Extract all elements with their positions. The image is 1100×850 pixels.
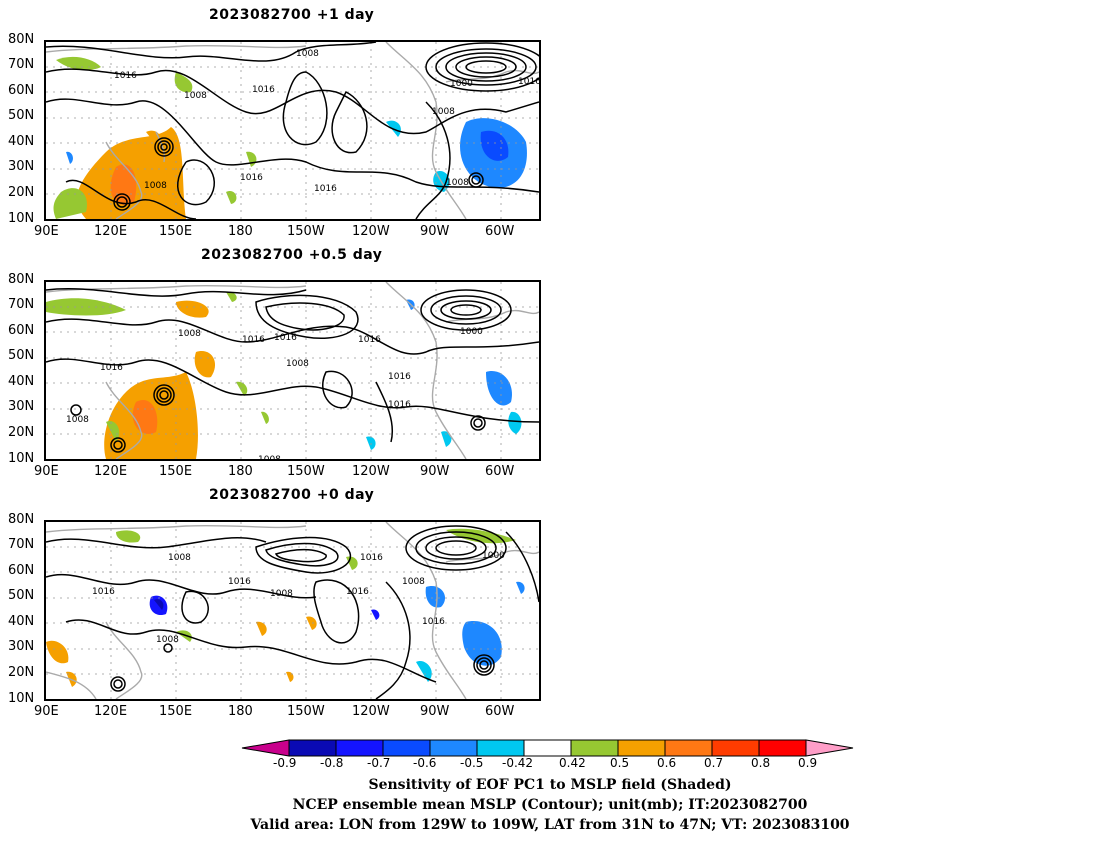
svg-text:1008: 1008 xyxy=(446,178,469,188)
colorbar-swatch xyxy=(570,739,619,757)
svg-text:1016: 1016 xyxy=(518,77,539,87)
svg-text:1000: 1000 xyxy=(460,327,483,337)
mslp-contours xyxy=(46,288,539,453)
contour-labels: 1008 1016 1008 1016 1016 1016 1000 1016 … xyxy=(66,327,483,459)
colorbar-swatch xyxy=(617,739,666,757)
caption-line-3: Valid area: LON from 129W to 109W, LAT f… xyxy=(250,817,850,833)
gridlines xyxy=(46,522,539,699)
caption-line-2: NCEP ensemble mean MSLP (Contour); unit(… xyxy=(292,797,808,813)
colorbar-swatch xyxy=(711,739,760,757)
svg-text:1008: 1008 xyxy=(184,91,207,101)
colorbar-swatch xyxy=(664,739,713,757)
shading-negative xyxy=(66,118,527,192)
colorbar-swatch xyxy=(758,739,807,757)
svg-text:1008: 1008 xyxy=(66,415,89,425)
svg-text:1016: 1016 xyxy=(314,184,337,194)
shading-positive xyxy=(53,56,257,219)
svg-text:1016: 1016 xyxy=(228,577,251,587)
colorbar-arrow-low xyxy=(241,739,290,757)
svg-text:1000: 1000 xyxy=(450,79,473,89)
panel-title: 2023082700 +0.5 day xyxy=(201,247,383,263)
svg-text:1008: 1008 xyxy=(296,49,319,59)
caption-line-1: Sensitivity of EOF PC1 to MSLP field (Sh… xyxy=(368,777,732,793)
contour-labels: 1008 1016 1008 1016 1000 1016 1008 1008 … xyxy=(114,49,539,194)
svg-text:1008: 1008 xyxy=(168,553,191,563)
svg-text:1016: 1016 xyxy=(360,553,383,563)
shading-negative xyxy=(149,581,525,682)
map-canvas-3: 1008 1016 1016 1008 1016 1016 1000 1008 … xyxy=(46,522,539,699)
svg-text:1016: 1016 xyxy=(242,335,265,345)
map-canvas-2: 1008 1016 1008 1016 1016 1016 1000 1016 … xyxy=(46,282,539,459)
map-panel-3: 1008 1016 1016 1008 1016 1016 1000 1008 … xyxy=(44,520,541,701)
svg-text:1016: 1016 xyxy=(422,617,445,627)
panel-title: 2023082700 +1 day xyxy=(209,7,375,23)
svg-text:1016: 1016 xyxy=(100,363,123,373)
mslp-contours xyxy=(46,525,539,699)
svg-text:1016: 1016 xyxy=(114,71,137,81)
map-panel-2: 1008 1016 1008 1016 1016 1016 1000 1016 … xyxy=(44,280,541,461)
colorbar-arrow-high xyxy=(805,739,854,757)
svg-text:1008: 1008 xyxy=(270,589,293,599)
svg-text:1008: 1008 xyxy=(144,181,167,191)
colorbar-swatch xyxy=(288,739,337,757)
svg-text:1008: 1008 xyxy=(286,359,309,369)
coastlines xyxy=(46,42,539,219)
svg-text:1016: 1016 xyxy=(252,85,275,95)
svg-text:1008: 1008 xyxy=(402,577,425,587)
colorbar xyxy=(241,739,854,757)
svg-text:1008: 1008 xyxy=(432,107,455,117)
svg-text:1016: 1016 xyxy=(358,335,381,345)
colorbar-swatches xyxy=(241,739,854,757)
panel-title: 2023082700 +0 day xyxy=(209,487,375,503)
svg-text:1016: 1016 xyxy=(346,587,369,597)
svg-text:1016: 1016 xyxy=(388,400,411,410)
colorbar-swatch xyxy=(429,739,478,757)
map-panel-1: 1008 1016 1008 1016 1000 1016 1008 1008 … xyxy=(44,40,541,221)
colorbar-swatch xyxy=(523,739,572,757)
svg-text:1008: 1008 xyxy=(156,635,179,645)
svg-text:1016: 1016 xyxy=(92,587,115,597)
contour-labels: 1008 1016 1016 1008 1016 1016 1000 1008 … xyxy=(92,551,505,645)
svg-text:1000: 1000 xyxy=(482,551,505,561)
svg-text:1008: 1008 xyxy=(258,455,281,459)
svg-text:1016: 1016 xyxy=(274,333,297,343)
coastlines xyxy=(46,522,539,699)
mslp-contours xyxy=(46,42,539,219)
colorbar-swatch xyxy=(335,739,384,757)
svg-text:1008: 1008 xyxy=(178,329,201,339)
svg-text:1016: 1016 xyxy=(388,372,411,382)
map-canvas-1: 1008 1016 1008 1016 1000 1016 1008 1008 … xyxy=(46,42,539,219)
colorbar-swatch xyxy=(382,739,431,757)
colorbar-swatch xyxy=(476,739,525,757)
svg-text:1016: 1016 xyxy=(240,173,263,183)
